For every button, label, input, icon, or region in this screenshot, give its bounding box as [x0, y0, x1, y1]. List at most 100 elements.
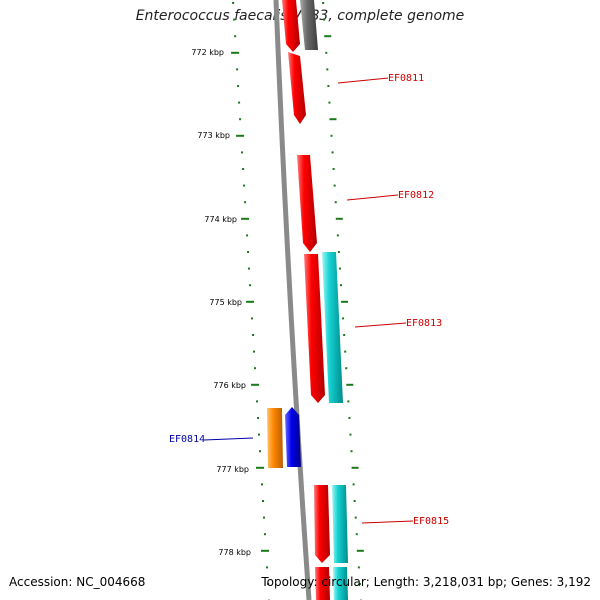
minor-tick [353, 500, 356, 502]
major-tick [241, 217, 250, 220]
minor-tick [243, 184, 246, 187]
minor-tick [248, 267, 251, 270]
upstream-red-fragment [282, 0, 300, 52]
minor-tick [244, 201, 247, 204]
minor-tick [263, 533, 266, 536]
minor-tick [357, 566, 360, 569]
leader-EF0815 [361, 520, 414, 524]
minor-tick [238, 101, 241, 104]
minor-tick [239, 118, 242, 121]
minor-tick [344, 350, 347, 353]
minor-tick [325, 51, 328, 54]
minor-tick [326, 68, 329, 71]
minor-tick [348, 417, 351, 419]
minor-tick [249, 284, 252, 287]
minor-tick [352, 483, 355, 486]
minor-tick [236, 68, 239, 71]
minor-tick [336, 234, 339, 237]
minor-tick [252, 334, 255, 336]
minor-tick [254, 367, 257, 370]
accession-text: Accession: NC_004668 [9, 575, 146, 589]
leader-EF0811 [337, 77, 389, 84]
genome-summary-text: Topology: circular; Length: 3,218,031 bp… [261, 575, 591, 589]
minor-tick [266, 583, 269, 585]
gene-label-EF0814[interactable]: EF0814 [169, 434, 205, 445]
minor-tick [331, 151, 334, 154]
gene-EF0813 [304, 254, 325, 403]
gene-label-EF0815[interactable]: EF0815 [413, 516, 449, 527]
minor-tick [234, 35, 237, 38]
minor-tick [259, 450, 262, 453]
gene-labels: EF0811 EF0812 EF0813 EF0814 EF0815 [169, 73, 449, 527]
scale-ruler-left [231, 2, 270, 600]
major-tick [324, 35, 332, 38]
genome-title: Enterococcus faecalis V583, complete gen… [135, 8, 465, 24]
tick-label-773: 773 kbp [197, 131, 230, 140]
minor-tick [342, 317, 345, 320]
minor-tick [345, 367, 348, 370]
major-tick [329, 118, 337, 121]
minor-tick [265, 566, 268, 569]
gene-EF0812 [297, 155, 317, 252]
minor-tick [261, 483, 264, 486]
minor-tick [232, 2, 235, 4]
major-tick [335, 217, 343, 220]
genome-backbone [273, 0, 312, 600]
gene-EF0815 [314, 485, 330, 563]
minor-tick [322, 2, 325, 4]
minor-tick [334, 201, 337, 204]
downstream-cyan-fragment [333, 567, 348, 600]
minor-tick [349, 433, 352, 436]
minor-tick [258, 433, 261, 436]
minor-tick [233, 18, 236, 21]
major-tick [356, 549, 364, 552]
minor-tick [237, 85, 240, 87]
minor-tick [330, 134, 333, 137]
gene-label-EF0813[interactable]: EF0813 [406, 318, 442, 329]
minor-tick [256, 400, 259, 403]
tick-label-775: 775 kbp [209, 298, 242, 307]
major-tick [351, 466, 359, 469]
downstream-red-fragment [315, 567, 330, 600]
minor-tick [247, 251, 250, 253]
tick-label-772: 772 kbp [191, 48, 224, 57]
minor-tick [332, 168, 335, 170]
minor-tick [253, 350, 256, 353]
minor-tick [337, 251, 340, 253]
gene-label-EF0812[interactable]: EF0812 [398, 190, 434, 201]
minor-tick [347, 400, 350, 403]
major-tick [231, 51, 240, 54]
scale-ruler-right [322, 2, 364, 600]
leader-EF0812 [346, 194, 399, 201]
minor-tick [262, 516, 265, 519]
scale-labels: 772 kbp 773 kbp 774 kbp 775 kbp 776 kbp … [191, 48, 251, 557]
major-tick [251, 383, 260, 386]
major-tick [341, 300, 349, 303]
major-tick [246, 300, 255, 303]
minor-tick [246, 234, 249, 237]
leader-EF0814 [203, 437, 254, 441]
minor-tick [328, 101, 331, 104]
upstream-gene-fragment [300, 0, 318, 50]
minor-tick [262, 500, 264, 502]
tick-label-777: 777 kbp [216, 465, 249, 474]
tick-label-774: 774 kbp [204, 215, 237, 224]
tick-label-778: 778 kbp [218, 548, 251, 557]
minor-tick [339, 284, 342, 287]
minor-tick [242, 168, 245, 170]
minor-tick [338, 267, 341, 270]
gene-EF0814-orange [267, 408, 283, 468]
minor-tick [251, 317, 254, 320]
major-tick [236, 134, 245, 137]
minor-tick [327, 85, 330, 87]
minor-tick [323, 18, 326, 21]
gene-label-EF0811[interactable]: EF0811 [388, 73, 424, 84]
major-tick [346, 383, 354, 386]
major-tick [256, 466, 265, 469]
major-tick [260, 549, 269, 552]
gene-label-leaders [203, 77, 414, 524]
minor-tick [354, 516, 357, 519]
minor-tick [358, 583, 361, 585]
